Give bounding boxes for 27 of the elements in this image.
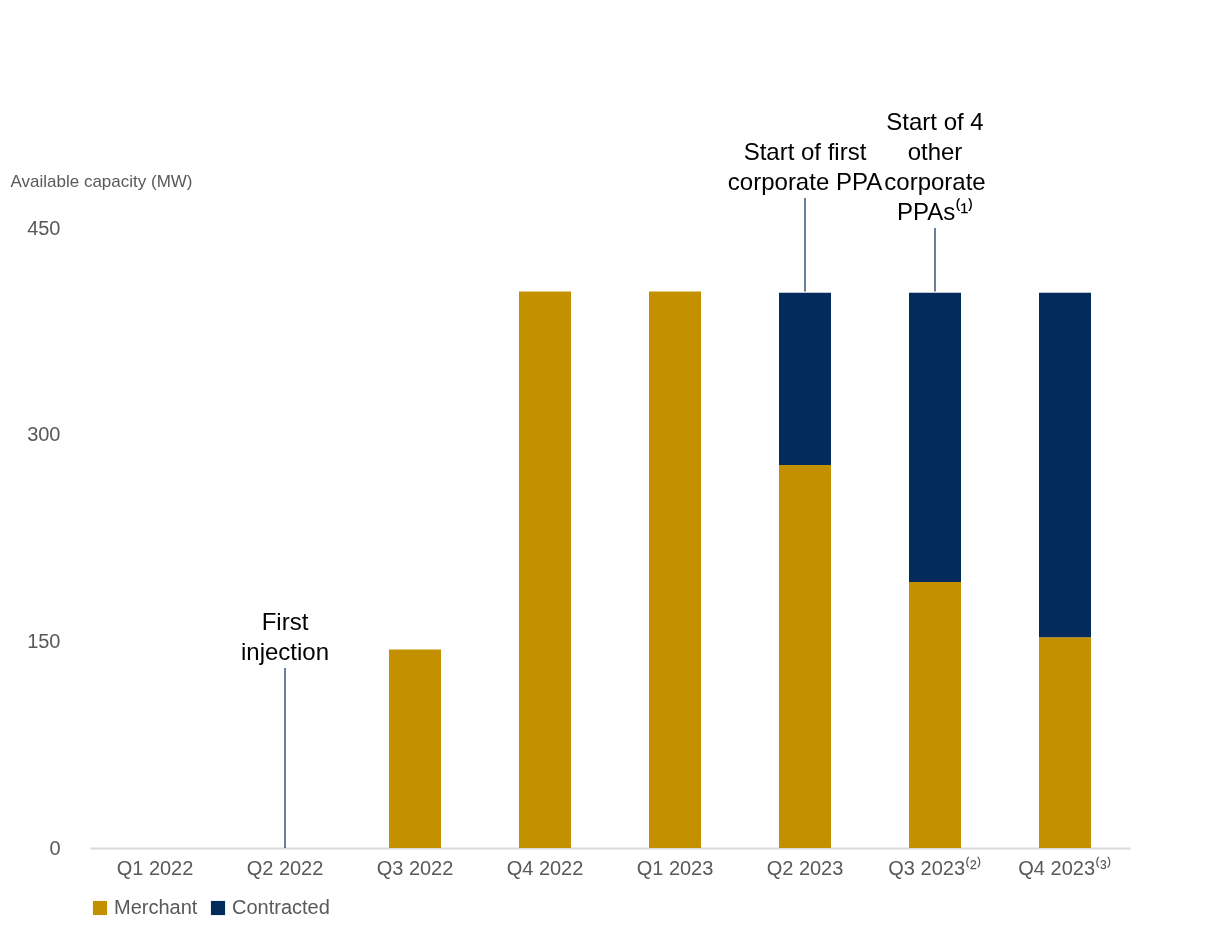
annotation: First injection xyxy=(240,608,330,665)
x-tick-label: Q4 2022 xyxy=(506,856,584,879)
y-tick-label: 300 xyxy=(27,423,61,446)
x-tick-label: Q1 2022 xyxy=(116,856,194,879)
bar xyxy=(909,582,961,848)
x-tick-label: Q2 2022 xyxy=(246,856,324,879)
x-tick-label: Q3 2022 xyxy=(376,856,454,879)
y-tick-label: 450 xyxy=(27,216,61,239)
y-axis-title: Available capacity (MW) xyxy=(10,171,193,191)
bar xyxy=(649,291,701,848)
bar xyxy=(779,464,831,848)
bar xyxy=(1039,637,1091,848)
x-tick-label: Q4 2023⁽³⁾ xyxy=(1018,855,1112,879)
annotation: Start of 4 other corporate PPAs⁽¹⁾ xyxy=(884,108,986,225)
y-tick-label: 0 xyxy=(49,836,61,859)
x-tick-label: Q3 2023⁽²⁾ xyxy=(888,855,982,879)
bar xyxy=(779,292,831,465)
y-tick-label: 150 xyxy=(27,629,61,652)
bar xyxy=(1039,292,1091,638)
bar xyxy=(389,649,441,848)
legend-label: Contracted xyxy=(232,896,330,918)
x-tick-label: Q1 2023 xyxy=(636,856,714,879)
annotation: Start of first corporate PPA xyxy=(727,138,883,195)
legend-label: Merchant xyxy=(114,896,198,918)
x-tick-label: Q2 2023 xyxy=(766,856,844,879)
bar xyxy=(909,292,961,583)
bar xyxy=(519,291,571,848)
